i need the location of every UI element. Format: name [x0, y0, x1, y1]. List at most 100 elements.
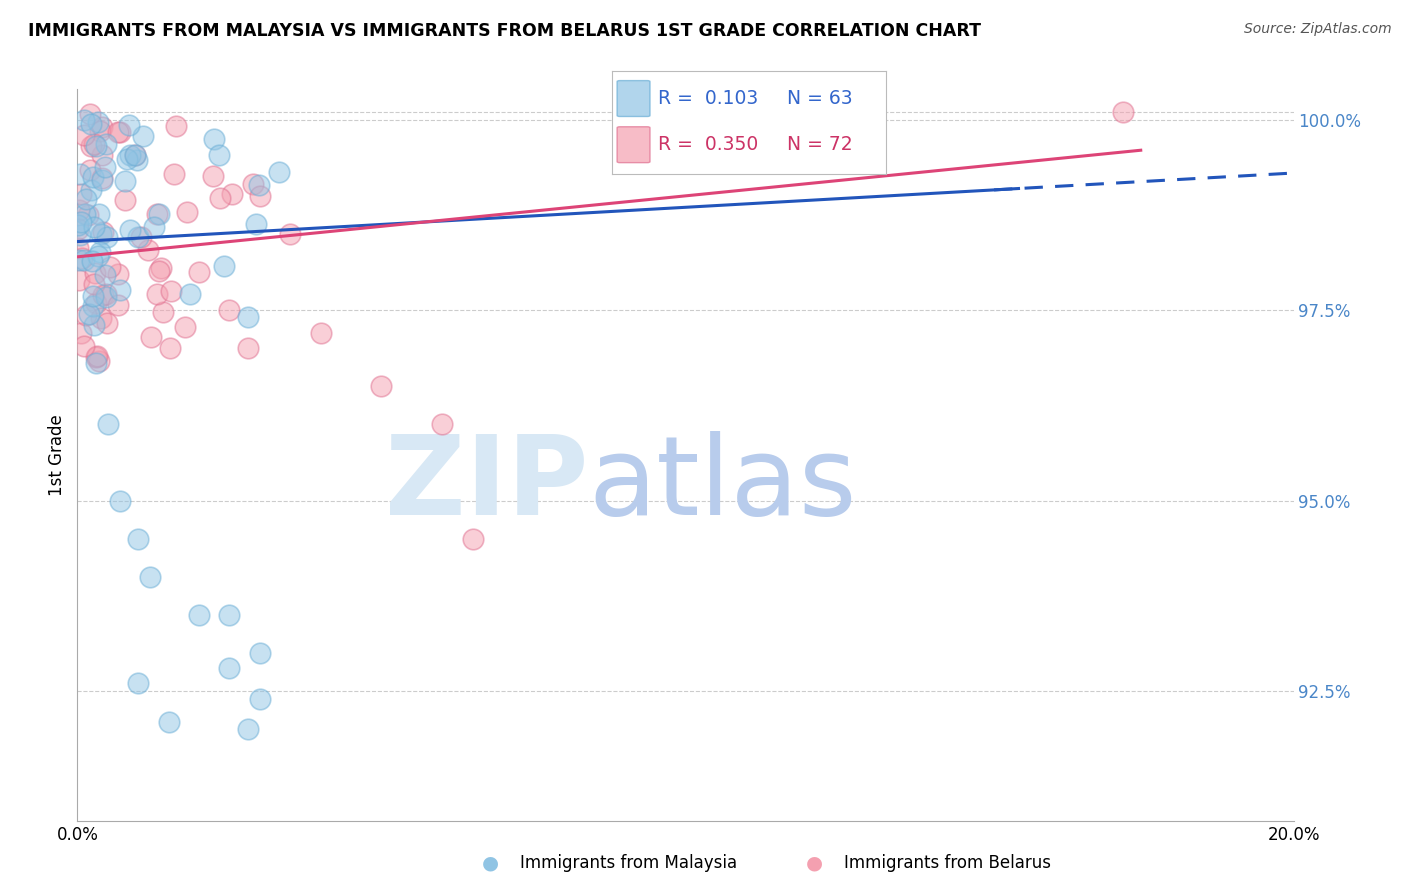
Point	[89, 245, 111, 260]
Point	[89, 207, 111, 221]
Point	[90, 171, 112, 186]
Text: Source: ZipAtlas.com: Source: ZipAtlas.com	[1244, 22, 1392, 37]
Point	[141, 329, 163, 343]
Point	[209, 191, 232, 205]
Point	[146, 287, 169, 301]
Point	[69, 167, 91, 181]
Point	[242, 178, 264, 192]
Point	[108, 493, 131, 508]
Point	[86, 349, 108, 363]
Point	[430, 417, 453, 432]
Point	[267, 165, 290, 179]
Point	[218, 661, 240, 675]
Point	[80, 117, 103, 131]
Point	[80, 254, 103, 268]
Point	[127, 676, 149, 690]
Text: N = 72: N = 72	[787, 136, 852, 154]
Point	[278, 227, 301, 241]
Point	[94, 137, 117, 152]
Point	[87, 114, 110, 128]
Point	[157, 714, 180, 729]
Point	[98, 260, 121, 275]
Text: Immigrants from Belarus: Immigrants from Belarus	[844, 855, 1050, 872]
Point	[94, 286, 117, 301]
Point	[188, 607, 211, 622]
Point	[70, 187, 93, 202]
Point	[127, 230, 149, 244]
Point	[73, 252, 96, 267]
Point	[83, 266, 105, 280]
Point	[90, 227, 112, 242]
Text: ZIP: ZIP	[385, 431, 588, 538]
Point	[79, 107, 101, 121]
Point	[124, 148, 146, 162]
Point	[208, 148, 231, 162]
Point	[247, 178, 270, 192]
Point	[83, 219, 105, 234]
Point	[70, 326, 93, 340]
Point	[91, 288, 114, 302]
Point	[82, 299, 104, 313]
Point	[143, 220, 166, 235]
Point	[83, 137, 105, 152]
Point	[77, 208, 100, 222]
Point	[96, 316, 118, 330]
Text: N = 63: N = 63	[787, 89, 852, 108]
Point	[75, 192, 97, 206]
Point	[188, 265, 211, 279]
Point	[84, 139, 107, 153]
Point	[94, 160, 117, 174]
Point	[67, 222, 90, 236]
Point	[108, 126, 131, 140]
Point	[179, 287, 201, 301]
Point	[75, 308, 97, 322]
Point	[90, 172, 112, 186]
Point	[131, 129, 153, 144]
Point	[309, 326, 332, 340]
Point	[129, 230, 152, 244]
Point	[118, 148, 141, 162]
Point	[127, 532, 149, 546]
Point	[249, 189, 271, 203]
Point	[82, 169, 104, 184]
Point	[86, 249, 108, 263]
Text: R =  0.350: R = 0.350	[658, 136, 758, 154]
FancyBboxPatch shape	[617, 80, 650, 117]
Point	[214, 260, 236, 274]
Point	[73, 338, 96, 352]
Point	[115, 153, 138, 167]
Point	[118, 118, 141, 132]
Y-axis label: 1st Grade: 1st Grade	[48, 414, 66, 496]
Point	[69, 228, 91, 243]
Point	[89, 354, 111, 368]
Point	[221, 187, 243, 202]
Point	[80, 138, 103, 153]
Point	[114, 174, 136, 188]
Point	[107, 124, 129, 138]
Point	[136, 243, 159, 257]
Point	[91, 147, 114, 161]
Point	[176, 204, 198, 219]
Point	[107, 298, 129, 312]
Point	[90, 310, 112, 325]
Point	[84, 295, 107, 310]
Point	[150, 261, 173, 276]
Point	[83, 277, 105, 291]
Point	[146, 207, 169, 221]
Point	[114, 193, 136, 207]
Point	[67, 203, 90, 218]
Point	[238, 310, 260, 324]
Point	[461, 532, 484, 546]
Text: atlas: atlas	[588, 431, 856, 538]
Point	[67, 218, 90, 232]
Point	[1112, 105, 1135, 120]
Point	[218, 303, 240, 318]
Text: Immigrants from Malaysia: Immigrants from Malaysia	[520, 855, 737, 872]
Point	[160, 284, 183, 298]
Point	[236, 722, 259, 736]
Point	[236, 341, 259, 355]
Point	[96, 290, 118, 304]
Point	[159, 341, 181, 355]
Point	[72, 252, 94, 266]
Point	[125, 153, 148, 167]
